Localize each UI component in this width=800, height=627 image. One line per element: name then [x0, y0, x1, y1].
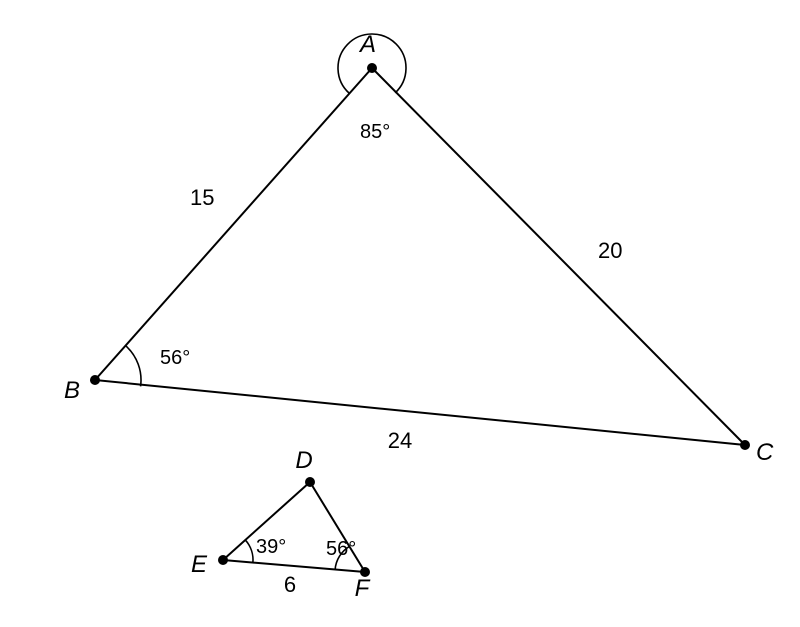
angle-b-arc [126, 346, 141, 387]
label-angle-a: 85° [360, 121, 390, 143]
side-ac [372, 68, 745, 445]
side-bc [95, 380, 745, 445]
vertex-e [218, 555, 228, 565]
side-ab [95, 68, 372, 380]
side-ef [223, 560, 365, 572]
vertex-a [367, 63, 377, 73]
label-angle-e: 39° [256, 536, 286, 558]
label-vertex-c: C [756, 439, 774, 466]
label-side-ab: 15 [190, 185, 214, 210]
vertex-c [740, 440, 750, 450]
label-side-ef: 6 [284, 572, 296, 597]
label-angle-b: 56° [160, 347, 190, 369]
angle-e-arc [245, 540, 253, 563]
label-vertex-b: B [64, 377, 80, 404]
label-vertex-a: A [358, 31, 376, 58]
label-side-ac: 20 [598, 238, 622, 263]
label-side-bc: 24 [388, 428, 412, 453]
label-vertex-e: E [191, 551, 208, 578]
vertex-b [90, 375, 100, 385]
vertex-d [305, 477, 315, 487]
label-vertex-d: D [295, 447, 312, 474]
label-vertex-f: F [355, 575, 371, 602]
label-angle-f: 56° [326, 538, 356, 560]
